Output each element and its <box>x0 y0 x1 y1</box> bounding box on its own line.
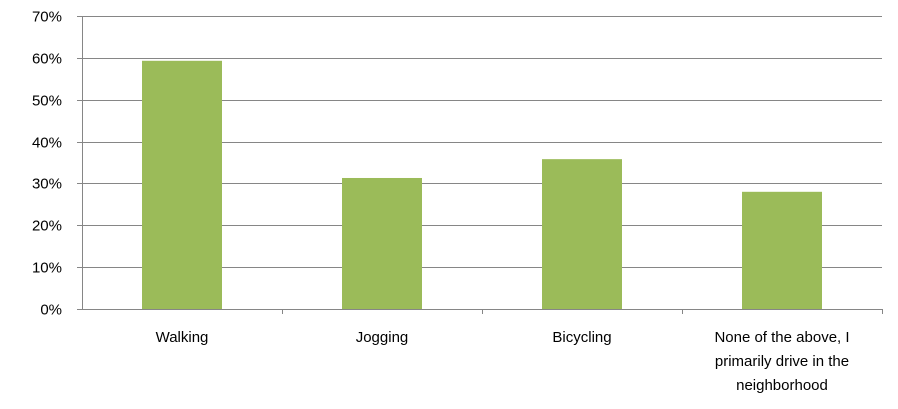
y-tick-label: 20% <box>32 218 62 235</box>
y-tick-label: 10% <box>32 260 62 277</box>
x-category-label-line: None of the above, I <box>714 329 849 346</box>
x-category-label-line: neighborhood <box>736 377 828 394</box>
y-tick-label: 60% <box>32 51 62 68</box>
x-category-label: Bicycling <box>552 329 611 346</box>
x-axis-category-labels: Walking Jogging Bicycling None of the above… <box>156 329 850 394</box>
bar-1 <box>142 60 222 310</box>
axes <box>77 16 883 314</box>
y-tick-label: 40% <box>32 135 62 152</box>
bars <box>142 60 822 310</box>
bar-4 <box>742 191 822 309</box>
y-axis-tick-labels: 0% 10% 20% 30% 40% 50% 60% 70% <box>32 9 62 319</box>
x-category-label-line: Jogging <box>356 329 409 346</box>
bar-2 <box>342 177 422 309</box>
x-category-label-line: primarily drive in the <box>715 353 849 370</box>
y-tick-label: 0% <box>40 302 62 319</box>
bar-3 <box>542 159 622 309</box>
x-category-label: Walking <box>156 329 209 346</box>
x-category-label: None of the above, I primarily drive in t… <box>714 329 849 394</box>
y-tick-label: 50% <box>32 93 62 110</box>
x-category-label-line: Walking <box>156 329 209 346</box>
x-category-label-line: Bicycling <box>552 329 611 346</box>
y-tick-label: 70% <box>32 9 62 26</box>
x-category-label: Jogging <box>356 329 409 346</box>
y-tick-label: 30% <box>32 176 62 193</box>
